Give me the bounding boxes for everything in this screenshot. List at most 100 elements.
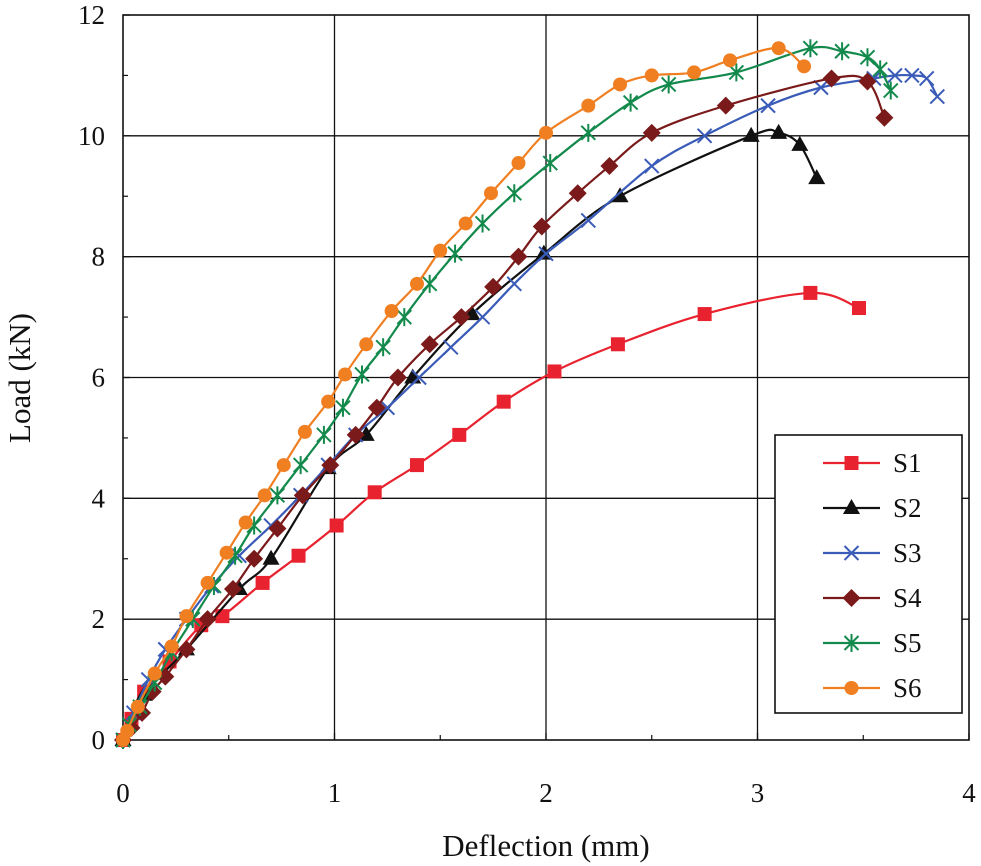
legend-marker-s5 (843, 634, 860, 652)
y-tick-label: 8 (92, 242, 106, 272)
series-s4-point (822, 69, 841, 88)
legend-item-s6: S6 (823, 673, 922, 703)
series-s4-point (321, 456, 340, 475)
series-s6-point (276, 458, 291, 473)
series-s5-point (269, 486, 286, 505)
series-s5-point (396, 308, 413, 327)
series-s6-point (147, 666, 162, 681)
y-tick-label: 4 (92, 483, 106, 513)
series-s1-point (255, 575, 270, 590)
x-tick-label: 2 (539, 778, 553, 808)
series-s5-point (292, 456, 309, 475)
series-s3-point (904, 67, 920, 84)
series-s1-line (121, 291, 860, 741)
series-s3-point (580, 212, 597, 229)
legend-label-s5: S5 (893, 628, 922, 658)
series-s1-point (367, 485, 382, 500)
series-s3-point (887, 67, 903, 84)
x-tick-label: 0 (116, 778, 130, 808)
series-s5-point (622, 93, 639, 112)
series-s5-point (859, 48, 876, 67)
legend-label-s1: S1 (893, 448, 922, 478)
legend-item-s2: S2 (823, 493, 922, 523)
series-s1-point (610, 337, 625, 352)
series-s6-point (257, 488, 272, 503)
series-s2-point (742, 126, 760, 142)
y-tick-label: 0 (92, 725, 106, 755)
series-s6-point (581, 98, 596, 113)
series-s5-point (375, 338, 391, 357)
series-s1-point (291, 548, 306, 563)
legend-label-s2: S2 (893, 493, 922, 523)
series-s4-point (198, 610, 217, 629)
series-s6-point (433, 243, 448, 258)
series-s4-point (223, 579, 242, 598)
series-s4-point (716, 96, 735, 115)
series-s5-point (883, 81, 899, 100)
series-s6-point (613, 77, 628, 92)
series-s5-point (335, 398, 351, 417)
legend-item-s4: S4 (823, 583, 922, 613)
series-s4-point (509, 247, 528, 266)
series-s5-point (802, 39, 819, 58)
series-s6-point (687, 65, 702, 80)
series-s3-point (379, 400, 396, 416)
series-s4-point (532, 217, 551, 236)
legend-marker-s3 (843, 545, 860, 561)
series-s4-point (245, 549, 264, 568)
series-s3-point (813, 79, 829, 96)
series-s4-point (346, 425, 365, 444)
series-s5-point (834, 42, 850, 61)
series-s2-point (262, 549, 280, 565)
series-s5-point (421, 274, 438, 293)
series-s1-point (852, 301, 867, 316)
series-s4-point (293, 486, 312, 505)
x-tick-label: 1 (328, 778, 342, 808)
series-s6-point (321, 394, 336, 409)
series-s5-point (447, 244, 463, 263)
series-s6-point (338, 367, 353, 382)
x-tick-label: 3 (751, 778, 765, 808)
series-s3-point (929, 88, 945, 105)
series-s1 (116, 285, 867, 747)
series-s6-point (130, 699, 145, 714)
series-group (114, 39, 945, 749)
series-s5-point (506, 184, 522, 203)
series-s4 (114, 69, 894, 749)
legend-item-s5: S5 (823, 628, 922, 658)
series-s2-point (611, 187, 629, 203)
series-s3-point (474, 309, 491, 325)
series-s3-point (918, 70, 935, 87)
x-axis-title: Deflection (mm) (442, 828, 649, 863)
series-s5-point (580, 123, 597, 142)
series-s6-point (120, 723, 135, 738)
series-s6-point (409, 276, 424, 291)
series-s3-point (760, 97, 776, 114)
series-s3-point (506, 276, 522, 292)
series-s2-point (770, 123, 788, 139)
series-s3-point (538, 245, 554, 262)
series-s6-point (179, 609, 194, 624)
series-s5-point (316, 425, 332, 444)
series-s1-point (697, 307, 712, 322)
series-s5-point (728, 63, 745, 82)
series-s2-point (791, 135, 809, 151)
series-s3-point (411, 369, 427, 386)
series-s3-point (696, 128, 713, 144)
series-s4-point (367, 398, 386, 417)
series-s6-point (219, 545, 234, 560)
series-s4-point (177, 640, 196, 659)
series-s4-point (642, 123, 661, 142)
series-s1-point (496, 394, 511, 409)
series-s3-point (644, 158, 660, 174)
legend-marker-s6 (844, 681, 859, 695)
series-s6-point (458, 216, 473, 231)
legend-box (774, 434, 963, 714)
legend-marker-s1 (844, 456, 859, 470)
series-s6-point (359, 337, 374, 352)
series-s4-point (388, 368, 407, 387)
series-s5-point (542, 154, 558, 173)
series-s2-line (121, 128, 818, 741)
